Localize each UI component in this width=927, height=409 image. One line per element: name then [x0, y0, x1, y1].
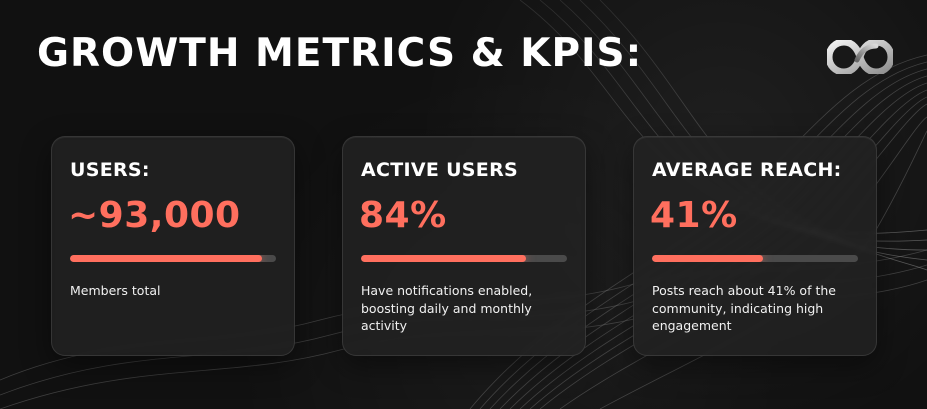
- average-reach-card: AVERAGE REACH: 41% Posts reach about 41%…: [633, 136, 877, 356]
- users-value: ~93,000: [68, 195, 241, 236]
- users-progress-fill: [70, 255, 262, 262]
- active-users-value: 84%: [359, 195, 447, 236]
- page-title: GROWTH METRICS & KPIS:: [37, 31, 643, 76]
- users-description: Members total: [70, 283, 161, 298]
- average-reach-progress-fill: [652, 255, 764, 262]
- average-reach-description: Posts reach about 41% of the community, …: [652, 283, 836, 333]
- users-label: USERS:: [70, 159, 150, 181]
- active-users-card: ACTIVE USERS 84% Have notifications enab…: [342, 136, 586, 356]
- active-users-description: Have notifications enabled, boosting dai…: [361, 283, 533, 333]
- average-reach-progress-bar: [652, 255, 858, 262]
- users-progress-bar: [70, 255, 276, 262]
- users-card: USERS: ~93,000 Members total: [51, 136, 295, 356]
- infinity-icon: [827, 40, 893, 74]
- active-users-progress-bar: [361, 255, 567, 262]
- active-users-progress-fill: [361, 255, 526, 262]
- average-reach-value: 41%: [650, 195, 738, 236]
- average-reach-label: AVERAGE REACH:: [652, 159, 842, 181]
- active-users-label: ACTIVE USERS: [361, 159, 518, 181]
